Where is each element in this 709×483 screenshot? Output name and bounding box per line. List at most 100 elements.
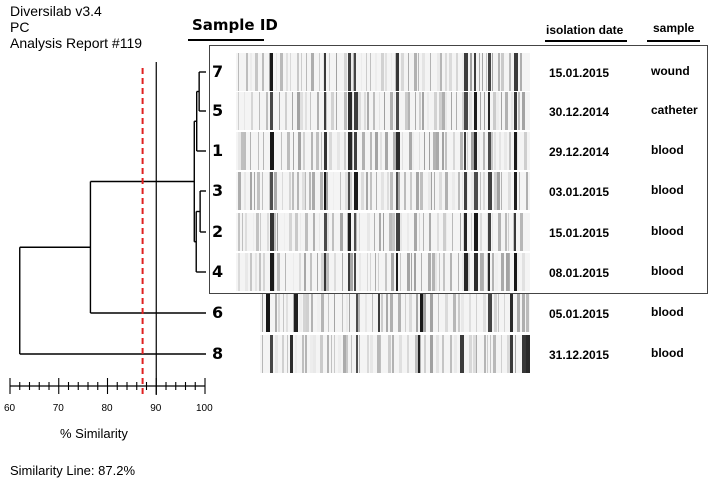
fingerprint-band xyxy=(254,172,255,210)
fingerprint-band xyxy=(408,53,409,91)
fingerprint-band xyxy=(384,92,385,130)
fingerprint-band xyxy=(260,213,261,251)
fingerprint-band xyxy=(304,253,306,291)
fingerprint-band xyxy=(432,253,435,291)
fingerprint-band xyxy=(344,132,346,170)
fingerprint-band xyxy=(438,294,439,332)
fingerprint-band xyxy=(399,335,402,373)
isolation-date-cell: 31.12.2015 xyxy=(549,348,610,362)
fingerprint-band-strong xyxy=(396,172,398,210)
cluster-box xyxy=(209,45,708,294)
fingerprint-band-strong xyxy=(354,92,358,130)
fingerprint-band xyxy=(380,132,382,170)
fingerprint-band xyxy=(508,172,511,210)
fingerprint-band xyxy=(509,132,511,170)
fingerprint-band xyxy=(238,253,240,291)
sample-id-label: 3 xyxy=(212,181,224,200)
fingerprint-band xyxy=(471,172,474,210)
fingerprint-band xyxy=(279,92,280,130)
fingerprint-band xyxy=(302,335,304,373)
fingerprint-band xyxy=(266,92,268,130)
fingerprint-band-strong xyxy=(270,253,274,291)
fingerprint-band xyxy=(473,335,476,373)
fingerprint-band xyxy=(238,92,239,130)
fingerprint-band xyxy=(262,172,263,210)
fingerprint-band xyxy=(434,92,437,130)
fingerprint-band-strong xyxy=(474,92,477,130)
sample-source-cell: blood xyxy=(651,143,684,157)
fingerprint-band xyxy=(498,294,499,332)
isolation-date-cell: 29.12.2014 xyxy=(549,145,610,159)
fingerprint-band xyxy=(381,172,384,210)
fingerprint-band xyxy=(405,92,408,130)
fingerprint-band xyxy=(482,53,483,91)
sample-source-cell: blood xyxy=(651,224,684,238)
fingerprint-band xyxy=(416,294,418,332)
fingerprint-band xyxy=(352,92,353,130)
fingerprint-band xyxy=(275,335,278,373)
fingerprint-band xyxy=(437,213,439,251)
fingerprint-band-strong xyxy=(488,172,492,210)
fingerprint-band-strong xyxy=(378,294,380,332)
fingerprint-band-strong xyxy=(396,92,399,130)
fingerprint-band xyxy=(480,92,481,130)
lane-background xyxy=(236,132,530,170)
fingerprint-band xyxy=(450,253,452,291)
fingerprint-band xyxy=(408,92,410,130)
fingerprint-band xyxy=(499,132,501,170)
fingerprint-band xyxy=(519,172,520,210)
fingerprint-band xyxy=(367,335,369,373)
axis-tick-label: 60 xyxy=(4,403,16,414)
fingerprint-band xyxy=(370,53,371,91)
fingerprint-band xyxy=(238,213,240,251)
fingerprint-band xyxy=(295,335,297,373)
fingerprint-band xyxy=(445,172,448,210)
fingerprint-band xyxy=(267,213,269,251)
fingerprint-band xyxy=(370,335,373,373)
fingerprint-band xyxy=(484,92,485,130)
fingerprint-band xyxy=(526,294,529,332)
sample-id-label: 1 xyxy=(212,141,224,160)
fingerprint-band xyxy=(452,213,453,251)
fingerprint-band xyxy=(317,92,319,130)
fingerprint-band xyxy=(419,132,420,170)
fingerprint-band xyxy=(366,53,367,91)
fingerprint-band xyxy=(404,172,406,210)
fingerprint-band-strong xyxy=(464,132,466,170)
fingerprint-band-strong xyxy=(474,132,477,170)
sample-underline xyxy=(647,40,700,42)
fingerprint-band xyxy=(484,335,486,373)
fingerprint-band xyxy=(311,294,313,332)
fingerprint-band-strong xyxy=(348,92,352,130)
fingerprint-band xyxy=(305,172,306,210)
fingerprint-band xyxy=(342,253,343,291)
fingerprint-band xyxy=(289,213,292,251)
fingerprint-band xyxy=(476,335,477,373)
fingerprint-band xyxy=(492,213,493,251)
isolation-date-underline xyxy=(545,40,627,42)
fingerprint-band xyxy=(505,92,508,130)
fingerprint-band xyxy=(365,294,367,332)
fingerprint-band-strong xyxy=(396,132,400,170)
axis-tick-label: 90 xyxy=(150,403,162,414)
fingerprint-lane xyxy=(260,294,530,332)
fingerprint-band xyxy=(274,253,275,291)
fingerprint-band xyxy=(323,53,324,91)
fingerprint-band xyxy=(469,253,470,291)
axis-title: % Similarity xyxy=(60,426,128,441)
fingerprint-band xyxy=(332,213,334,251)
fingerprint-band xyxy=(483,294,486,332)
fingerprint-band xyxy=(391,53,392,91)
fingerprint-band-strong xyxy=(348,213,351,251)
fingerprint-band xyxy=(377,335,380,373)
isolation-date-cell: 05.01.2015 xyxy=(549,307,610,321)
fingerprint-band xyxy=(352,132,353,170)
fingerprint-band-strong xyxy=(514,213,516,251)
fingerprint-band xyxy=(319,213,320,251)
fingerprint-band xyxy=(276,53,277,91)
fingerprint-band xyxy=(436,132,439,170)
fingerprint-band xyxy=(246,53,248,91)
fingerprint-band xyxy=(445,92,447,130)
fingerprint-band xyxy=(430,53,431,91)
fingerprint-band xyxy=(281,132,282,170)
